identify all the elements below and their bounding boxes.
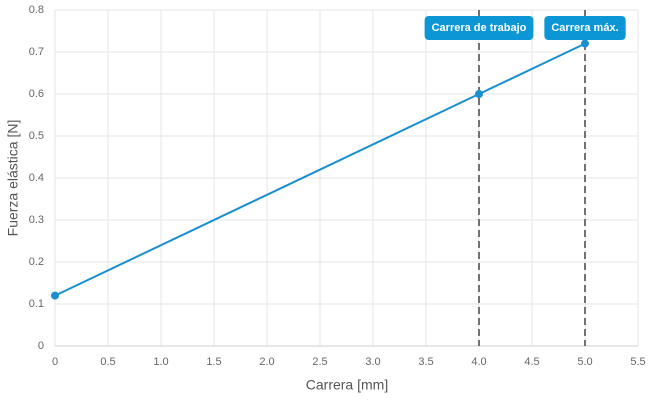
y-tick-label: 0 (38, 340, 44, 352)
x-tick-label: 2.5 (312, 356, 327, 368)
x-tick-label: 0 (52, 356, 58, 368)
y-tick-label: 0.8 (29, 4, 44, 16)
y-tick-label: 0.1 (29, 298, 44, 310)
x-tick-label: 5.5 (630, 356, 645, 368)
annotation-label: Carrera de trabajo (424, 16, 534, 40)
x-tick-label: 3.5 (418, 356, 433, 368)
data-point (475, 90, 483, 98)
y-tick-label: 0.2 (29, 256, 44, 268)
y-tick-label: 0.6 (29, 88, 44, 100)
x-tick-label: 3.0 (365, 356, 380, 368)
annotation-label: Carrera máx. (544, 16, 626, 40)
x-tick-label: 1.5 (206, 356, 221, 368)
y-tick-label: 0.4 (29, 172, 44, 184)
annotation-text: Carrera de trabajo (432, 22, 527, 34)
annotation-box (424, 16, 534, 40)
data-point (51, 291, 59, 300)
x-tick-label: 5.0 (577, 356, 592, 368)
x-tick-label: 0.5 (100, 356, 115, 368)
x-tick-label: 1.0 (153, 356, 168, 368)
x-axis-label: Carrera [mm] (306, 377, 388, 393)
y-tick-label: 0.3 (29, 214, 44, 226)
y-tick-label: 0.7 (29, 46, 44, 58)
x-tick-label: 4.5 (524, 356, 539, 368)
annotation-text: Carrera máx. (551, 22, 618, 34)
data-point (581, 39, 589, 48)
annotation-box (544, 16, 626, 40)
y-tick-label: 0.5 (29, 130, 44, 142)
x-tick-label: 2.0 (259, 356, 274, 368)
y-axis-label: Fuerza elástica [N] (5, 120, 21, 237)
x-tick-label: 4.0 (471, 356, 486, 368)
